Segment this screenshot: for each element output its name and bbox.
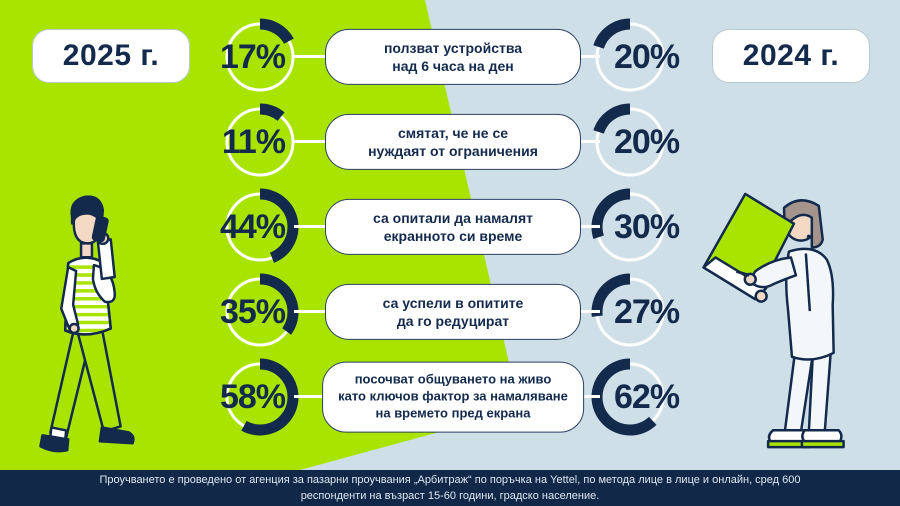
donut-chart-2025	[221, 18, 299, 96]
year-badge-2024: 2024 г.	[712, 29, 870, 83]
connector-line-right	[564, 140, 600, 143]
donut-chart-2025	[221, 358, 299, 436]
man-on-phone-illustration	[39, 195, 135, 453]
connector-line-left	[294, 395, 342, 398]
percentage-2025: 11%	[221, 123, 286, 161]
connector-line-right	[564, 55, 600, 58]
connector-line-left	[294, 225, 342, 228]
percentage-2024: 30%	[614, 208, 680, 246]
stat-row: 58% 62% посочват общуването на живо като…	[0, 355, 900, 439]
percentage-2025: 58%	[219, 378, 286, 416]
footer-note: Проучването е проведено от агенция за па…	[0, 470, 900, 506]
stat-description: посочват общуването на живо като ключов …	[322, 361, 584, 433]
percentage-2024: 62%	[614, 378, 680, 416]
connector-line-right	[564, 225, 600, 228]
connector-line-left	[294, 55, 342, 58]
woman-with-laptop-illustration	[702, 192, 845, 449]
connector-line-left	[294, 310, 342, 313]
stat-description: са опитали да намалят екранното си време	[325, 198, 581, 256]
donut-chart-2025	[221, 273, 299, 351]
connector-line-left	[294, 140, 342, 143]
stat-row: 44% 30% са опитали да намалят екранното …	[0, 185, 900, 269]
footer-text: Проучването е проведено от агенция за па…	[99, 473, 801, 503]
year-label-2024: 2024 г.	[742, 39, 840, 72]
percentage-2025: 35%	[219, 293, 286, 331]
year-badge-2025: 2025 г.	[32, 29, 190, 83]
donut-chart-2025	[221, 103, 299, 181]
stat-description: са успели в опитите да го редуцират	[325, 283, 581, 341]
stat-description: смятат, че не се нуждаят от ограничения	[325, 113, 581, 171]
percentage-2025: 17%	[219, 38, 286, 76]
stat-row: 11% 20% смятат, че не се нуждаят от огра…	[0, 100, 900, 184]
donut-chart-2025	[221, 188, 299, 266]
percentage-2024: 20%	[614, 123, 680, 161]
stat-row: 17% 20% ползват устройства над 6 часа на…	[0, 15, 900, 99]
percentage-2025: 44%	[219, 208, 286, 246]
year-label-2025: 2025 г.	[62, 39, 160, 72]
percentage-2024: 27%	[614, 293, 680, 331]
percentage-2024: 20%	[614, 38, 680, 76]
stat-description: ползват устройства над 6 часа на ден	[325, 28, 581, 86]
stat-row: 35% 27% са успели в опитите да го редуци…	[0, 270, 900, 354]
connector-line-right	[564, 310, 600, 313]
